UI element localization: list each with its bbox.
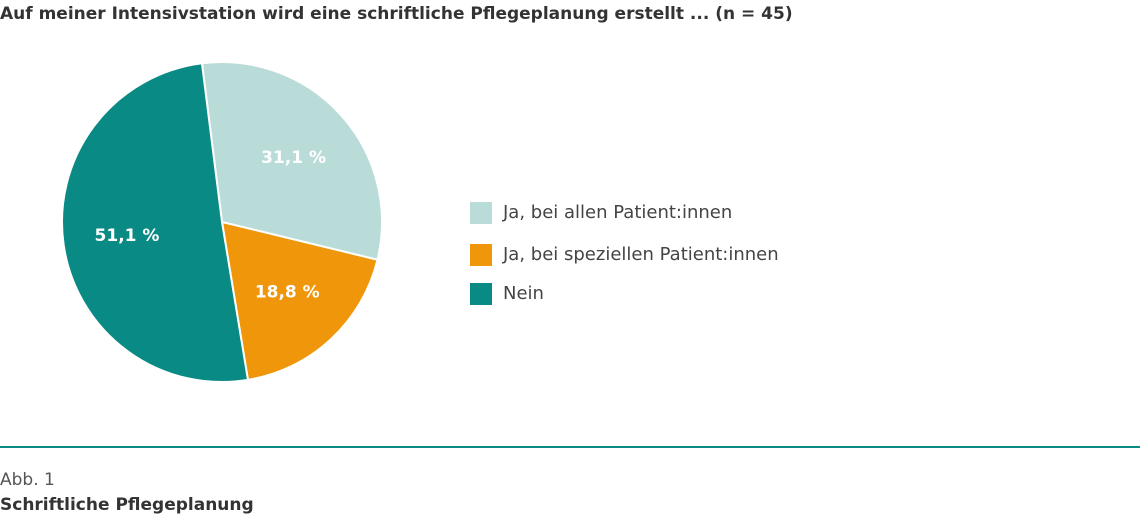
legend-label: Nein xyxy=(503,283,544,304)
pie-slice xyxy=(220,220,379,382)
caption: Schriftliche Pflegeplanung xyxy=(0,495,254,515)
legend-swatch xyxy=(470,283,492,305)
legend-swatch xyxy=(470,244,492,266)
slice-label: 51,1 % xyxy=(95,226,160,246)
pie-slice xyxy=(200,61,383,261)
legend-label: Ja, bei speziellen Patient:innen xyxy=(502,244,779,265)
slice-label: 31,1 % xyxy=(261,148,326,168)
chart-title: Auf meiner Intensivstation wird eine sch… xyxy=(0,4,793,24)
legend-label: Ja, bei allen Patient:innen xyxy=(502,202,732,223)
legend-swatch xyxy=(470,202,492,224)
slice-label: 18,8 % xyxy=(255,282,320,302)
pie-slice xyxy=(61,62,250,383)
figure-label: Abb. 1 xyxy=(0,470,55,490)
